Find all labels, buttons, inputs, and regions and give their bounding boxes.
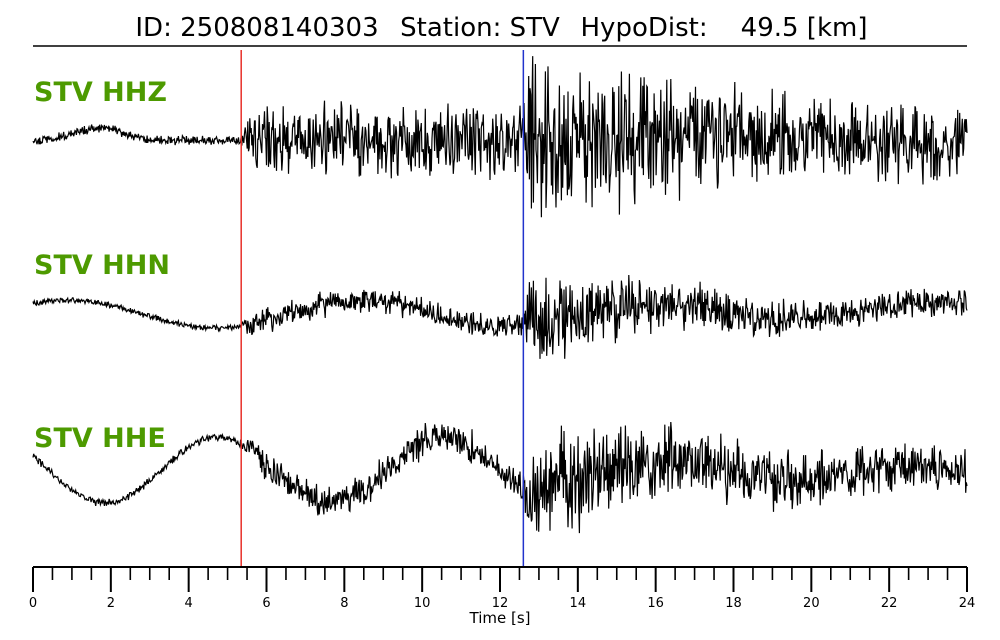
x-axis-label: Time [s] (469, 609, 531, 627)
title-hypodistance: HypoDist: 49.5 [km] (581, 13, 868, 43)
waveform-stv-hhz (32, 56, 968, 218)
x-tick-label: 12 (492, 596, 509, 611)
trace-label-hhn: STV HHN (34, 250, 170, 281)
x-tick-label: 16 (647, 596, 664, 611)
x-tick-label: 20 (803, 596, 820, 611)
x-tick-label: 24 (959, 596, 976, 611)
x-tick-label: 8 (340, 596, 348, 611)
trace-label-hhz: STV HHZ (34, 77, 167, 108)
title-station: Station: STV (400, 13, 560, 43)
title-event-id: ID: 250808140303 (135, 13, 378, 43)
x-tick-label: 14 (570, 596, 587, 611)
x-tick-label: 22 (881, 596, 898, 611)
x-tick-label: 4 (185, 596, 193, 611)
waveform-traces (32, 56, 968, 534)
x-axis-ticks: 0 2 4 6 8 10 12 14 16 18 20 22 24 (29, 567, 975, 611)
x-tick-label: 2 (107, 596, 115, 611)
waveform-stv-hhe (32, 421, 968, 534)
x-tick-label: 18 (725, 596, 742, 611)
waveform-stv-hhn (32, 274, 968, 359)
x-tick-label: 0 (29, 596, 37, 611)
phase-pick-lines (240, 50, 525, 567)
trace-label-hhe: STV HHE (34, 423, 166, 454)
x-tick-label: 10 (414, 596, 431, 611)
x-tick-label: 6 (262, 596, 270, 611)
